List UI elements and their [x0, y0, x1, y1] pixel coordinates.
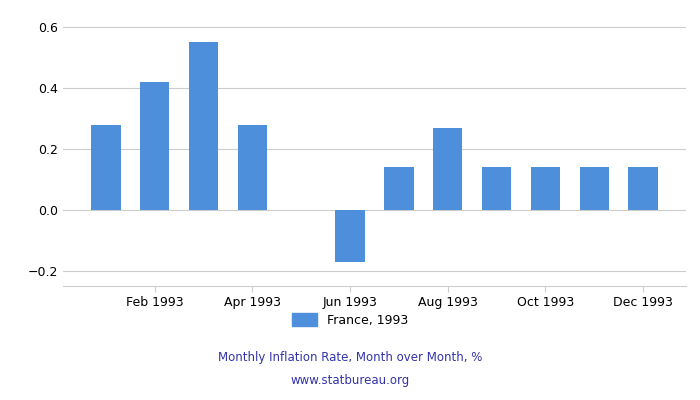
Bar	[384, 167, 414, 210]
Bar	[580, 167, 609, 210]
Bar	[238, 125, 267, 210]
Bar	[482, 167, 511, 210]
Bar	[433, 128, 463, 210]
Bar	[91, 125, 120, 210]
Text: www.statbureau.org: www.statbureau.org	[290, 374, 410, 387]
Bar	[335, 210, 365, 262]
Bar	[140, 82, 169, 210]
Bar	[189, 42, 218, 210]
Legend: France, 1993: France, 1993	[287, 308, 413, 332]
Bar	[531, 167, 560, 210]
Bar	[629, 167, 658, 210]
Text: Monthly Inflation Rate, Month over Month, %: Monthly Inflation Rate, Month over Month…	[218, 352, 482, 364]
